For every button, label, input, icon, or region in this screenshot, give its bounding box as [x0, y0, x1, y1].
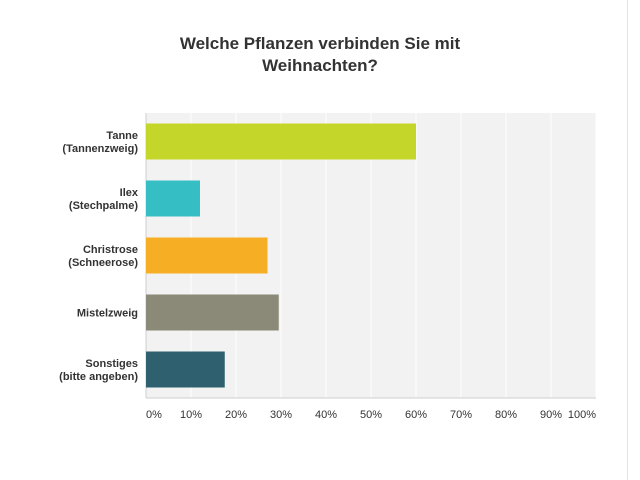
grid-lines: [145, 113, 597, 399]
bar: [146, 180, 200, 217]
x-tick-label: 70%: [450, 409, 472, 421]
x-tick-label: 50%: [360, 409, 382, 421]
category-label-line: Mistelzweig: [77, 308, 138, 320]
category-label-line: Ilex: [120, 187, 139, 199]
category-label-line: (Stechpalme): [69, 200, 138, 212]
category-label: Christrose (Schneerose): [68, 244, 138, 269]
chart-title-line-1: Welche Pflanzen verbinden Sie mit: [179, 34, 461, 53]
bar: [146, 123, 416, 160]
category-label-line: Tanne: [106, 130, 138, 142]
x-tick-label: 10%: [180, 409, 202, 421]
chart-title-line-2: Weihnachten?: [262, 56, 378, 75]
x-tick-label: 30%: [270, 409, 292, 421]
x-tick-label: 60%: [405, 409, 427, 421]
x-tick-label: 0%: [146, 409, 162, 421]
x-tick-label: 40%: [315, 409, 337, 421]
category-label: Tanne (Tannenzweig): [62, 130, 138, 155]
x-tick-label: 90%: [540, 409, 562, 421]
chart-title: Welche Pflanzen verbinden Sie mit Weihna…: [0, 33, 640, 77]
category-label: Sonstiges (bitte angeben): [59, 358, 138, 383]
bar: [146, 237, 268, 274]
page-divider: [627, 0, 628, 480]
x-tick-label: 80%: [495, 409, 517, 421]
bar: [146, 294, 279, 331]
x-tick-label: 100%: [568, 409, 596, 421]
x-tick-label: 20%: [225, 409, 247, 421]
bars: [146, 123, 416, 388]
category-label: Mistelzweig: [77, 308, 138, 320]
x-axis-tick-labels: 0% 10% 20% 30% 40% 50% 60% 70% 80% 90% 100%: [146, 409, 596, 421]
category-label-line: Sonstiges: [85, 358, 138, 370]
category-label-line: (Tannenzweig): [62, 143, 138, 155]
category-label-line: (bitte angeben): [59, 371, 138, 383]
category-labels: Tanne (Tannenzweig) Ilex (Stechpalme) Christ…: [59, 130, 139, 383]
category-label-line: Christrose: [83, 244, 138, 256]
bar: [146, 351, 225, 388]
category-label-line: (Schneerose): [68, 257, 138, 269]
category-label: Ilex (Stechpalme): [69, 187, 139, 212]
